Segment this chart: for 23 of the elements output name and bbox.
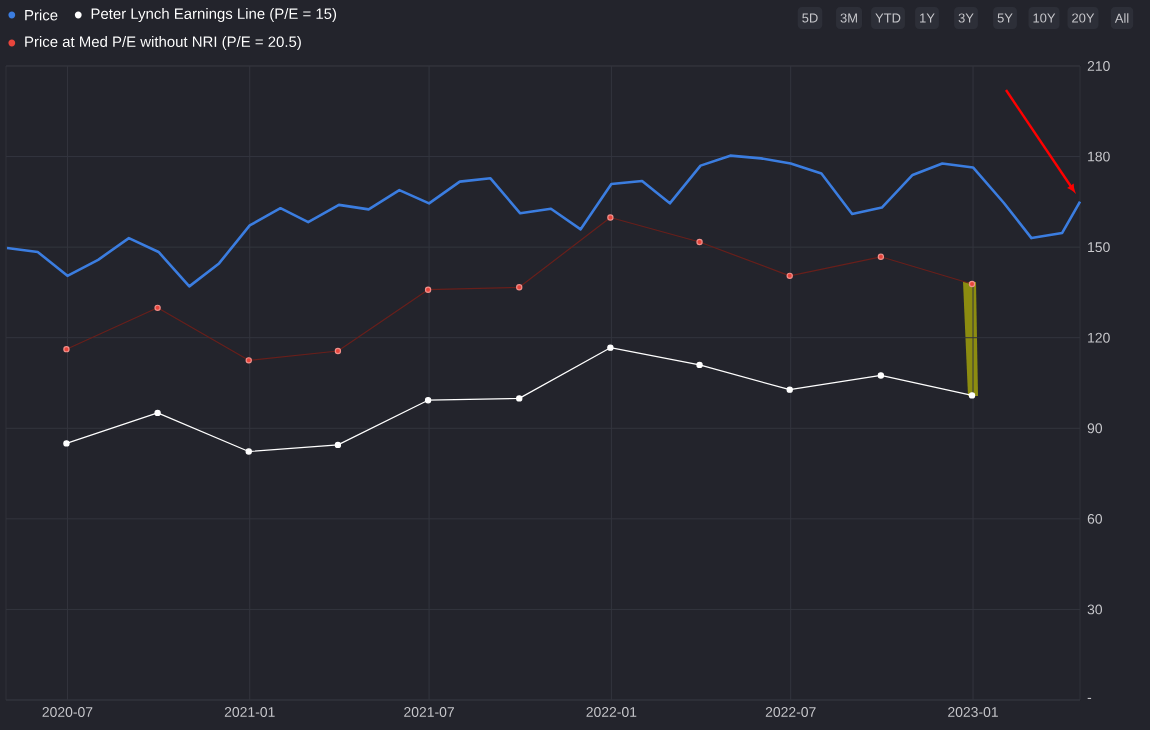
point [696, 361, 703, 369]
point [63, 440, 70, 447]
point [516, 395, 523, 402]
point [607, 214, 614, 221]
point [245, 448, 252, 455]
point [877, 253, 885, 260]
point [968, 280, 976, 288]
point [516, 284, 523, 291]
point [968, 392, 976, 399]
point [424, 286, 432, 293]
point [786, 272, 793, 280]
point [786, 386, 793, 393]
point [245, 357, 252, 364]
point [334, 347, 342, 355]
line-series [5, 154, 1082, 288]
point [607, 344, 614, 351]
point [696, 238, 703, 246]
point [63, 345, 70, 353]
point [424, 397, 432, 404]
point [877, 372, 885, 379]
point [334, 441, 342, 449]
point [154, 409, 161, 417]
point [154, 304, 161, 312]
